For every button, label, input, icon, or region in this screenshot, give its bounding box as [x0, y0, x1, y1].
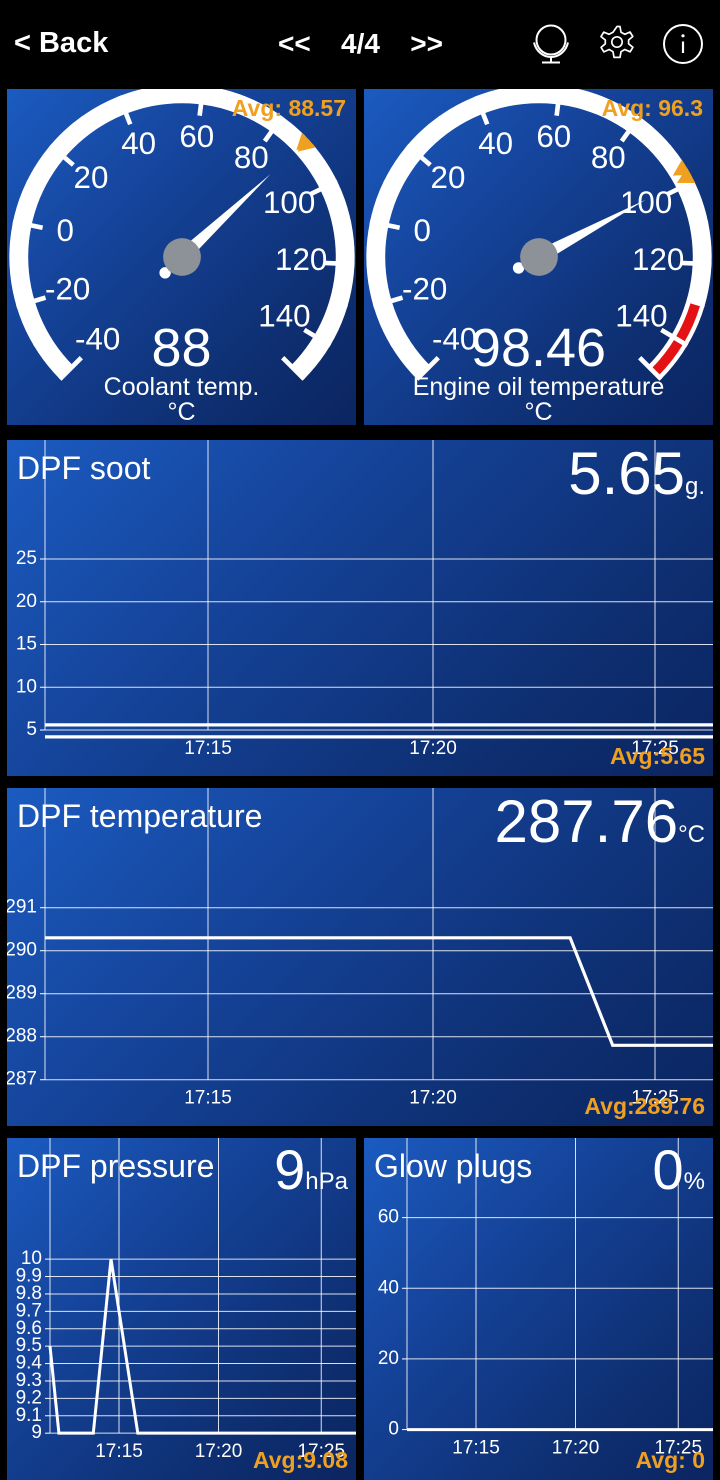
svg-text:-20: -20: [45, 271, 90, 306]
svg-text:288: 288: [7, 1026, 37, 1047]
svg-text:17:20: 17:20: [195, 1441, 243, 1462]
svg-text:-20: -20: [402, 271, 447, 306]
svg-text:15: 15: [16, 634, 37, 655]
svg-text:17:15: 17:15: [184, 738, 232, 759]
svg-text:60: 60: [536, 119, 571, 154]
svg-text:17:15: 17:15: [95, 1441, 143, 1462]
svg-text:20: 20: [74, 160, 109, 195]
svg-text:80: 80: [591, 140, 626, 175]
svg-text:60: 60: [378, 1207, 399, 1228]
svg-text:5: 5: [26, 719, 37, 740]
svg-text:0: 0: [388, 1419, 399, 1440]
svg-text:40: 40: [478, 126, 513, 161]
svg-text:10: 10: [16, 676, 37, 697]
svg-text:60: 60: [179, 119, 214, 154]
svg-text:20: 20: [16, 591, 37, 612]
svg-text:289: 289: [7, 983, 37, 1004]
svg-text:287: 287: [7, 1069, 37, 1090]
svg-text:17:20: 17:20: [409, 1088, 457, 1109]
svg-text:17:15: 17:15: [452, 1438, 500, 1459]
svg-text:20: 20: [431, 160, 466, 195]
svg-text:100: 100: [263, 185, 315, 220]
svg-text:80: 80: [234, 140, 269, 175]
svg-text:40: 40: [378, 1277, 399, 1298]
svg-text:0: 0: [414, 213, 431, 248]
svg-text:100: 100: [620, 185, 672, 220]
svg-text:120: 120: [275, 242, 327, 277]
svg-text:17:20: 17:20: [552, 1438, 600, 1459]
svg-text:290: 290: [7, 940, 37, 961]
svg-text:120: 120: [632, 242, 684, 277]
svg-text:20: 20: [378, 1348, 399, 1369]
svg-text:17:20: 17:20: [409, 738, 457, 759]
svg-text:291: 291: [7, 897, 37, 918]
svg-text:0: 0: [57, 213, 74, 248]
svg-text:9: 9: [31, 1422, 42, 1443]
svg-text:25: 25: [16, 548, 37, 569]
svg-text:17:15: 17:15: [184, 1088, 232, 1109]
svg-text:40: 40: [121, 126, 156, 161]
